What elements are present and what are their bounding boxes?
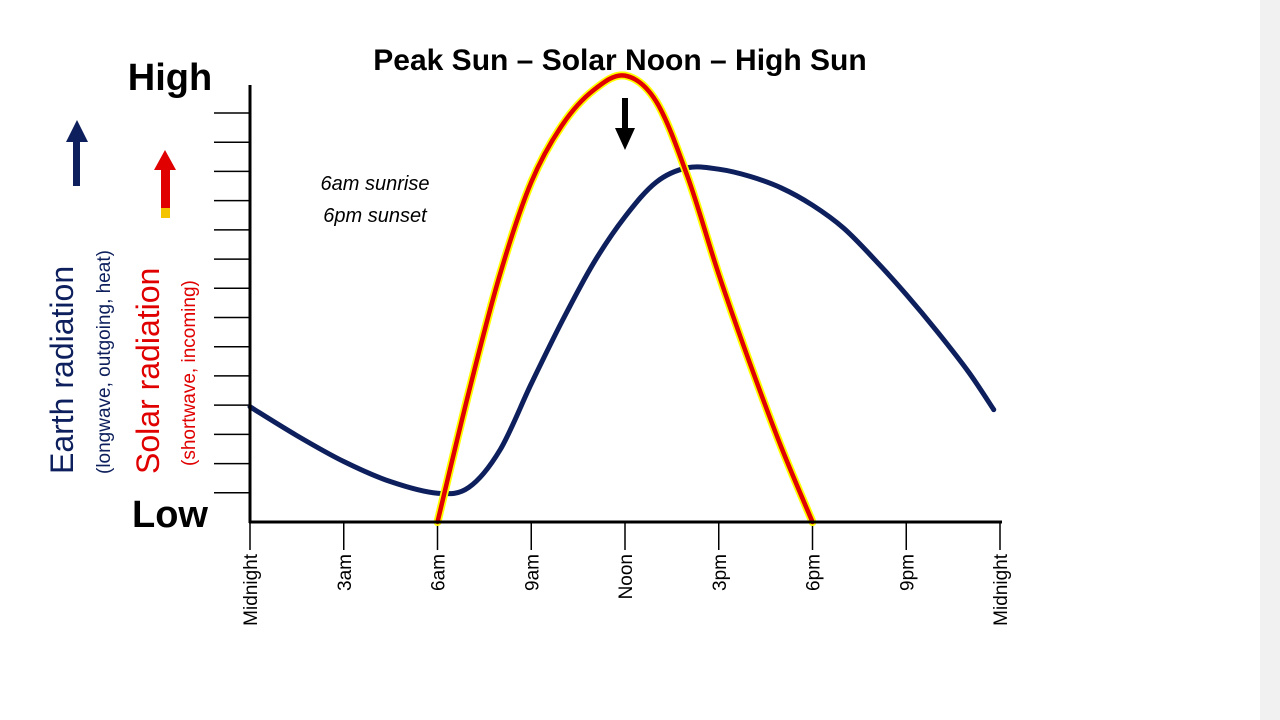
earth-radiation-label-group: Earth radiation (longwave, outgoing, hea… (44, 120, 115, 474)
peak-down-arrow-icon (615, 98, 635, 150)
y-low-label: Low (132, 494, 208, 536)
x-tick-label: 9pm (897, 554, 918, 591)
earth-radiation-label: Earth radiation (44, 266, 80, 474)
x-tick-label: 6am (429, 554, 450, 591)
earth-arrow-shaft (73, 140, 80, 186)
solar-up-arrow-icon (154, 150, 176, 170)
solar-radiation-line (435, 73, 815, 525)
solar-radiation-label-group: Solar radiation (shortwave, incoming) (130, 150, 200, 474)
x-tick-label: Midnight (241, 553, 262, 626)
x-tick-label: 3pm (710, 554, 731, 591)
series-layer (247, 71, 997, 526)
sunset-annotation: 6pm sunset (323, 205, 428, 227)
y-axis-ticks (214, 112, 250, 494)
earth-radiation-line (247, 164, 997, 497)
solar-arrow-base (161, 208, 170, 218)
solar-radiation-sublabel: (shortwave, incoming) (179, 280, 200, 466)
x-tick-label: Midnight (991, 553, 1012, 626)
earth-radiation-sublabel: (longwave, outgoing, heat) (94, 250, 115, 474)
earth-up-arrow-icon (66, 120, 88, 142)
x-tick-label: Noon (616, 554, 637, 599)
x-axis-ticks: Midnight 3am 6am 9am Noon 3pm 6pm 9pm Midnight (241, 522, 1012, 626)
right-edge-strip (1260, 0, 1280, 720)
sunrise-annotation: 6am sunrise (321, 173, 430, 195)
solar-arrow-shaft (161, 168, 170, 216)
x-tick-label: 6pm (804, 554, 825, 591)
x-tick-label: 9am (522, 554, 543, 591)
y-high-label: High (128, 57, 212, 99)
solar-radiation-label: Solar radiation (130, 268, 166, 474)
x-tick-label: 3am (335, 554, 356, 591)
